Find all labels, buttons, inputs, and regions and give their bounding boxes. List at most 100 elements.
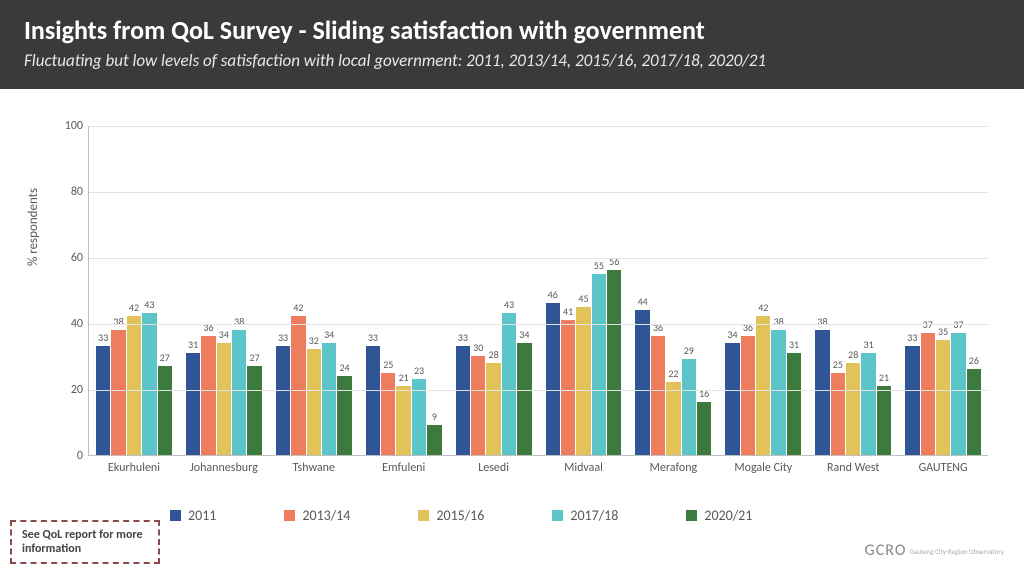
y-tick: 40 [53,317,83,331]
chart-legend: 2011 2013/14 2015/16 2017/18 2020/21 [170,507,752,524]
bar-value: 28 [489,348,499,361]
note-box: See QoL report for more information [10,520,160,564]
y-tick: 60 [53,251,83,265]
legend-label: 2017/18 [570,507,618,524]
bar-value: 9 [432,410,437,423]
bar: 45 [576,307,590,456]
bar-value: 31 [789,338,799,351]
bar-value: 34 [519,328,529,341]
legend-label: 2013/14 [302,507,350,524]
bar: 33 [366,346,380,455]
bar-value: 25 [383,358,393,371]
y-tick: 80 [53,185,83,199]
bar: 22 [666,382,680,455]
x-tick-label: Ekurhuleni [108,461,160,475]
legend-label: 2011 [188,507,216,524]
bar: 38 [232,330,246,455]
legend-swatch [170,510,181,521]
bar-value: 29 [684,344,694,357]
bar-value: 42 [758,301,768,314]
x-tick-label: GAUTENG [919,461,968,475]
bar: 28 [846,363,860,455]
bar: 28 [486,363,500,455]
bar: 33 [905,346,919,455]
x-tick-label: Merafong [650,461,698,475]
plot-area: 3338424327Ekurhuleni3136343827Johannesbu… [88,126,988,456]
bar: 37 [921,333,935,455]
page-title: Insights from QoL Survey - Sliding satis… [24,14,1000,46]
bar: 34 [517,343,531,455]
bar-value: 33 [368,331,378,344]
bar-value: 27 [160,351,170,364]
x-tick-label: Lesedi [478,461,509,475]
gridline [89,258,988,259]
bar: 32 [307,349,321,455]
bar-group: 3136343827Johannesburg [179,126,269,455]
bar-value: 24 [339,361,349,374]
bar: 42 [127,316,141,455]
y-tick: 20 [53,383,83,397]
bar-value: 23 [414,364,424,377]
bar-value: 33 [458,331,468,344]
bar-value: 31 [864,338,874,351]
bar: 42 [756,316,770,455]
bar-group: 332521239Emfuleni [359,126,449,455]
bar: 26 [967,369,981,455]
bar-value: 41 [563,305,573,318]
bar: 27 [247,366,261,455]
bar: 29 [682,359,696,455]
bar-group: 4641455556Midvaal [539,126,629,455]
logo: GCROGauteng City-Region Observatory [865,541,1004,560]
legend-swatch [552,510,563,521]
bar-value: 27 [250,351,260,364]
legend-label: 2020/21 [704,507,752,524]
bar-value: 34 [219,328,229,341]
bar-group: 4436222916Merafong [628,126,718,455]
legend-item: 2011 [170,507,216,524]
bar-value: 46 [548,288,558,301]
legend-swatch [284,510,295,521]
bar: 21 [396,386,410,455]
bar: 38 [111,330,125,455]
bar-value: 38 [114,315,124,328]
legend-label: 2015/16 [436,507,484,524]
bar: 21 [877,386,891,455]
bar-group: 3825283121Rand West [808,126,898,455]
bar: 34 [217,343,231,455]
bar: 42 [291,316,305,455]
bar-value: 34 [727,328,737,341]
bar: 55 [592,274,606,456]
bar: 31 [861,353,875,455]
bar-value: 21 [399,371,409,384]
x-tick-label: Rand West [827,461,879,475]
bar: 31 [186,353,200,455]
bar: 43 [142,313,156,455]
bar-value: 35 [938,325,948,338]
bar-value: 31 [188,338,198,351]
gridline [89,324,988,325]
chart-area: % respondents 3338424327Ekurhuleni313634… [30,116,1000,496]
gridline [89,126,988,127]
bar-value: 32 [309,334,319,347]
header-bar: Insights from QoL Survey - Sliding satis… [0,0,1024,89]
bar-value: 43 [144,298,154,311]
bar: 24 [337,376,351,455]
x-tick-label: Tshwane [293,461,335,475]
page-subtitle: Fluctuating but low levels of satisfacti… [24,50,1000,71]
bar-value: 44 [638,295,648,308]
x-tick-label: Midvaal [564,461,603,475]
bar-group: 3330284334Lesedi [449,126,539,455]
bar-value: 38 [774,315,784,328]
legend-item: 2017/18 [552,507,618,524]
bar: 31 [787,353,801,455]
x-tick-label: Mogale City [734,461,792,475]
bar: 41 [561,320,575,455]
bar-value: 25 [833,358,843,371]
bar: 46 [546,303,560,455]
bar-value: 26 [969,354,979,367]
bar: 30 [471,356,485,455]
gridline [89,192,988,193]
bar-value: 55 [594,259,604,272]
bar-value: 33 [907,331,917,344]
bar: 27 [158,366,172,455]
